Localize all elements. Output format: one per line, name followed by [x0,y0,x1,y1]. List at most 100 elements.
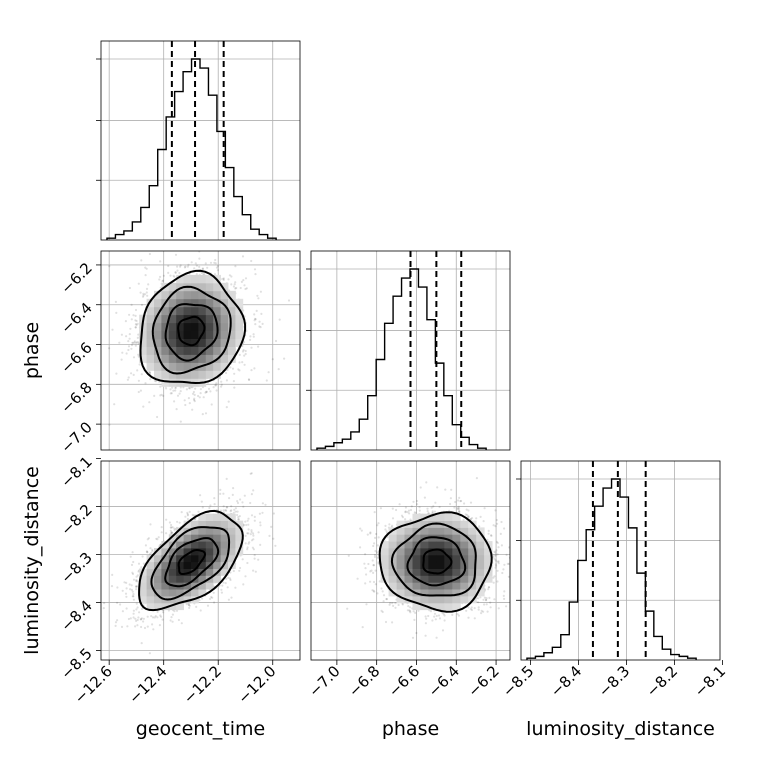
density-cell [205,282,214,292]
sample-point [253,557,256,560]
sample-point [222,505,225,508]
sample-point [225,577,228,581]
density-cell [235,330,244,339]
sample-point [137,333,140,336]
sample-point [167,271,170,274]
sample-point [188,387,191,390]
sample-point [215,266,219,269]
sample-point [120,333,123,336]
sample-point [175,609,179,612]
sample-point [173,400,176,403]
density-cell [228,314,236,324]
sample-point [252,335,255,338]
sample-point [125,352,128,355]
sample-point [200,271,203,275]
density-cell [205,370,214,379]
density-cell [139,354,147,363]
sample-point [140,607,144,611]
density-cell [176,322,184,331]
sample-point [148,252,151,256]
hist-panel-luminosity_distance [516,461,720,660]
sample-point [198,257,201,260]
sample-point [213,497,216,500]
sample-point [256,294,259,297]
hist-frame-luminosity_distance [520,460,721,661]
sample-point [252,333,255,336]
density-cell [168,330,177,339]
sample-point [239,566,242,570]
sample-point [201,267,204,270]
sample-point [121,610,124,613]
sample-point [146,294,149,297]
density-cell [146,354,155,363]
contour-4 [139,269,247,385]
sample-point [161,279,165,282]
density-cell [154,338,162,347]
sample-point [168,521,171,524]
sample-point [130,584,133,587]
sample-point [238,369,241,372]
density-cell [235,298,244,308]
sample-point [136,336,139,339]
sample-point [206,266,209,269]
density-cell [228,338,236,347]
sample-point [184,515,187,518]
density-cell [176,274,184,284]
sample-point [135,588,138,591]
density-cell [146,338,155,347]
density-cell [176,346,184,355]
density-cell [205,338,214,347]
sample-point [231,493,234,496]
density-cell [220,354,229,363]
sample-point [234,507,237,510]
density-cell [176,370,184,379]
sample-point [270,525,273,529]
sample-point [193,393,196,396]
sample-point [120,358,123,361]
sample-point [157,536,160,539]
density-cell [205,290,214,300]
sample-point [188,604,191,607]
density-cell [183,370,192,379]
sample-point [212,591,215,594]
sample-point [220,591,223,594]
sample-point [136,618,139,622]
sample-point [159,275,162,278]
sample-point [130,344,134,347]
sample-point [244,520,247,523]
sample-point [243,354,246,357]
sample-point [199,392,202,395]
sample-point [148,371,151,374]
density-cell [235,338,244,347]
sample-point [118,341,121,344]
sample-point [135,578,138,582]
sample-point [253,313,256,316]
density-cell [161,346,170,355]
sample-point [132,593,135,596]
sample-point [140,566,143,569]
sample-point [231,367,235,370]
sample-point [148,652,151,655]
sample-point [221,277,224,280]
sample-point [170,526,173,529]
sample-point [134,326,137,329]
sample-point [244,277,248,280]
sample-point [115,311,118,314]
sample-point [220,380,223,383]
sample-point [132,314,135,317]
density-cell [139,330,147,339]
contour-2 [164,303,219,362]
sample-point [274,339,278,343]
sample-point [155,537,158,540]
density-cell [228,290,236,300]
sample-point [210,595,213,599]
sample-point [134,308,138,312]
sample-point [140,373,143,376]
density-cell [146,306,155,316]
density-cell [198,370,207,379]
sample-point [252,534,255,537]
sample-point [162,242,164,244]
sample-point [226,506,229,509]
density-cell [191,322,199,331]
sample-point [221,584,224,587]
